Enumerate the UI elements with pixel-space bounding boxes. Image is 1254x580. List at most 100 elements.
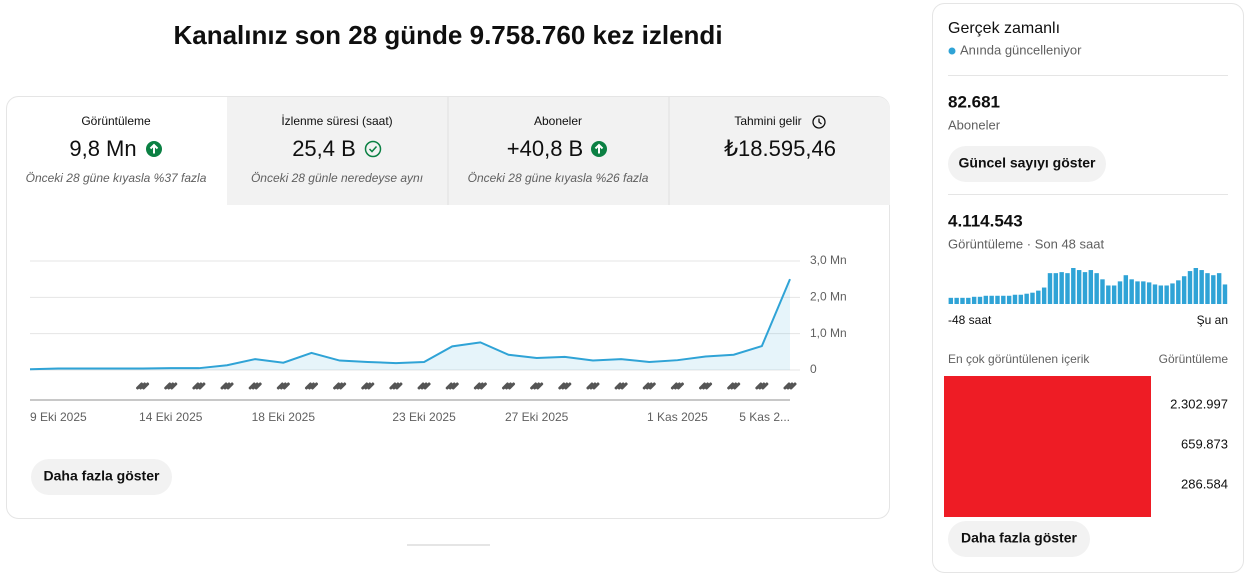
- bar: [1152, 284, 1158, 304]
- bar: [1216, 273, 1222, 304]
- redacted-thumbnails: [944, 376, 1151, 517]
- bar: [1123, 275, 1129, 304]
- bar: [1006, 295, 1012, 304]
- more-button[interactable]: Daha fazla göster: [948, 521, 1090, 557]
- video-marker: [473, 382, 487, 390]
- bar: [1193, 268, 1199, 304]
- y-tick-label: 0: [810, 362, 817, 376]
- video-marker: [192, 382, 206, 390]
- axis-start: -48 saat: [948, 313, 992, 327]
- x-tick-label: 14 Eki 2025: [139, 410, 203, 424]
- bar: [1187, 271, 1193, 304]
- x-tick-label: 18 Eki 2025: [252, 410, 316, 424]
- more-button[interactable]: Daha fazla göster: [31, 459, 172, 495]
- bar: [960, 297, 965, 304]
- hourly-views-chart: [948, 268, 1228, 304]
- bar: [1146, 282, 1152, 304]
- bar: [1094, 273, 1099, 304]
- video-marker: [530, 382, 544, 390]
- check-icon-mark: [368, 145, 378, 153]
- video-marker: [389, 382, 403, 390]
- video-marker: [614, 382, 628, 390]
- bar: [966, 297, 971, 304]
- bar: [1129, 279, 1134, 304]
- live-dot: [948, 47, 956, 55]
- video-marker: [727, 382, 741, 390]
- video-marker: [445, 382, 459, 390]
- subscriber-count: 82.681: [948, 92, 1000, 111]
- current-count-button[interactable]: Güncel sayıyı göster: [948, 146, 1106, 182]
- video-marker: [164, 382, 178, 390]
- video-marker: [670, 382, 684, 390]
- video-marker: [502, 382, 516, 390]
- video-marker: [783, 382, 797, 390]
- bar: [1164, 285, 1169, 304]
- video-marker: [642, 382, 656, 390]
- button-bg: [948, 521, 1090, 557]
- metric-value: +40,8 B: [507, 136, 583, 161]
- metric-value: 25,4 B: [292, 136, 356, 161]
- bar: [1024, 293, 1029, 304]
- bar: [1018, 294, 1024, 304]
- video-marker: [136, 382, 150, 390]
- bar: [971, 296, 977, 304]
- bar: [1181, 276, 1187, 304]
- bar: [1001, 295, 1006, 304]
- content-views[interactable]: 286.584: [1181, 476, 1228, 491]
- video-marker: [755, 382, 769, 390]
- check-icon: [364, 140, 382, 158]
- content-views[interactable]: 659.873: [1181, 436, 1228, 451]
- metric-label: Tahmini gelir: [734, 114, 801, 128]
- clock-icon-hands: [818, 118, 822, 125]
- metric-note: Önceki 28 güne kıyasla %37 fazla: [26, 171, 207, 185]
- views-label: Görüntüleme · Son 48 saat: [948, 236, 1104, 251]
- metric-label: Aboneler: [534, 114, 582, 128]
- bar: [1117, 281, 1123, 304]
- y-tick-label: 2,0 Mn: [810, 290, 847, 304]
- video-marker: [220, 382, 234, 390]
- button-bg: [31, 459, 172, 495]
- bar: [1199, 270, 1204, 304]
- bar: [1205, 273, 1210, 304]
- up-icon-arrow: [149, 143, 159, 154]
- button-label: Daha fazla göster: [961, 530, 1077, 546]
- bar: [1141, 281, 1146, 304]
- content-views[interactable]: 2.302.997: [1170, 396, 1228, 411]
- metric-label: İzlenme süresi (saat): [281, 114, 392, 128]
- video-marker: [361, 382, 375, 390]
- y-tick-label: 1,0 Mn: [810, 326, 847, 340]
- metric-tab[interactable]: İzlenme süresi (saat) 25,4 B Önceki 28 g…: [251, 114, 423, 185]
- video-marker: [699, 382, 713, 390]
- line: [29, 278, 791, 371]
- button-label: Daha fazla göster: [44, 468, 160, 484]
- bar: [1100, 279, 1105, 304]
- y-tick-label: 3,0 Mn: [810, 253, 847, 267]
- metric-tab[interactable]: Görüntüleme 9,8 Mn Önceki 28 güne kıyasl…: [26, 114, 207, 185]
- x-tick-label: 9 Eki 2025: [30, 410, 87, 424]
- bar: [1041, 287, 1047, 304]
- metric-tab[interactable]: Aboneler +40,8 B Önceki 28 güne kıyasla …: [468, 114, 649, 185]
- bar: [1111, 285, 1117, 304]
- up-icon-arrow: [594, 143, 604, 154]
- button-bg: [948, 146, 1106, 182]
- video-marker: [558, 382, 572, 390]
- clock-icon: [812, 115, 826, 129]
- button-label: Güncel sayıyı göster: [959, 155, 1096, 171]
- bar: [1170, 283, 1175, 304]
- bar: [1047, 273, 1053, 304]
- bar: [1211, 275, 1216, 304]
- video-marker: [417, 382, 431, 390]
- bar: [983, 295, 989, 304]
- video-marker: [304, 382, 318, 390]
- metric-tab[interactable]: Tahmini gelir ₺18.595,46: [724, 114, 836, 161]
- bar: [995, 295, 1000, 304]
- bar: [1065, 273, 1070, 304]
- bar: [1135, 281, 1140, 304]
- line-area: [30, 279, 790, 370]
- video-marker: [248, 382, 262, 390]
- bar: [1176, 280, 1181, 304]
- metric-note: Önceki 28 günle neredeyse aynı: [251, 171, 423, 185]
- top-content-title: En çok görüntülenen içerik: [948, 352, 1090, 366]
